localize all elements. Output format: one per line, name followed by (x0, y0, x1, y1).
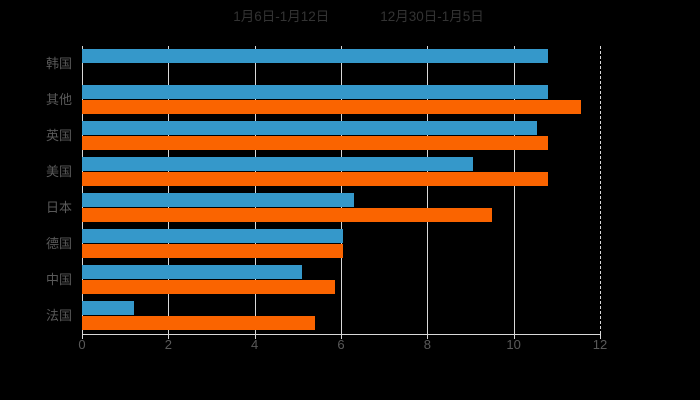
y-axis-label-4: 日本 (45, 200, 72, 215)
y-axis-label-2: 英国 (45, 128, 72, 143)
bar[interactable] (82, 136, 549, 150)
x-tick-label-6: 6 (337, 337, 345, 352)
x-tick-label-12: 12 (592, 337, 608, 352)
bar[interactable] (82, 316, 316, 330)
y-axis-line (82, 46, 83, 334)
y-axis-label-3: 美国 (45, 164, 72, 179)
gridline-2 (168, 46, 170, 334)
x-tick-label-10: 10 (506, 337, 521, 352)
chart-legend: 1月6日-1月12日 12月30日-1月5日 (0, 6, 700, 28)
gridline-12 (600, 46, 601, 334)
square-marker-icon (363, 12, 373, 22)
y-axis-label-1: 其他 (45, 92, 72, 107)
x-tick-mark-0 (82, 334, 83, 339)
bar-group (82, 154, 600, 190)
gridline-4 (254, 46, 256, 334)
bar-group (82, 46, 600, 82)
x-tick-label-8: 8 (423, 337, 431, 352)
y-axis-label-0: 韩国 (45, 56, 72, 71)
x-tick-mark-8 (427, 334, 429, 339)
x-tick-mark-10 (513, 334, 515, 339)
x-tick-label-4: 4 (251, 337, 259, 352)
bar-group (82, 190, 600, 226)
bar[interactable] (82, 49, 549, 63)
x-tick-label-2: 2 (164, 337, 172, 352)
bar[interactable] (82, 85, 549, 99)
bar[interactable] (82, 100, 581, 114)
y-axis-label-6: 中国 (45, 272, 72, 287)
bar[interactable] (82, 193, 354, 207)
bar[interactable] (82, 208, 493, 222)
bar[interactable] (82, 280, 335, 294)
bar-group (82, 298, 600, 334)
bar-group (82, 82, 600, 118)
x-tick-label-0: 0 (78, 337, 86, 352)
bar[interactable] (82, 301, 134, 315)
bar[interactable] (82, 157, 473, 171)
bar[interactable] (82, 121, 538, 135)
gridline-6 (341, 46, 342, 334)
x-axis-tick-labels: 0 2 4 6 8 10 12 (0, 337, 700, 357)
legend-label-series-b: 12月30日-1月5日 (380, 9, 484, 24)
y-axis-category-labels: 韩国其他英国美国日本德国中国法国 (0, 46, 82, 334)
gridline-8 (427, 46, 429, 334)
gridline-10 (513, 46, 515, 334)
circle-marker-icon (216, 12, 226, 22)
x-tick-mark-2 (168, 334, 170, 339)
bar[interactable] (82, 229, 344, 243)
legend-label-series-a: 1月6日-1月12日 (233, 9, 330, 24)
x-tick-mark-12 (600, 334, 601, 339)
bar[interactable] (82, 265, 303, 279)
plot-area (82, 46, 601, 339)
bar-group (82, 226, 600, 262)
legend-item-series-b[interactable]: 12月30日-1月5日 (363, 10, 484, 24)
y-axis-label-7: 法国 (45, 308, 72, 323)
bar[interactable] (82, 244, 344, 258)
bar-group (82, 262, 600, 298)
y-axis-label-5: 德国 (45, 236, 72, 251)
legend-item-series-a[interactable]: 1月6日-1月12日 (216, 10, 329, 24)
bar[interactable] (82, 172, 549, 186)
x-tick-mark-4 (254, 334, 256, 339)
x-tick-mark-6 (341, 334, 342, 339)
bar-group (82, 118, 600, 154)
